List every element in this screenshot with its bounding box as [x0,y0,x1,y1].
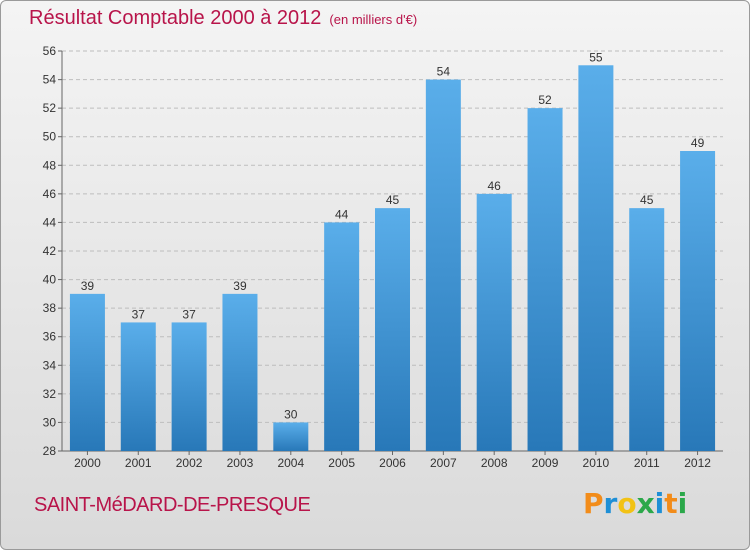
y-tick-label: 56 [43,44,57,58]
logo-letter: i [654,487,665,520]
data-label: 55 [589,50,603,64]
bar-2007 [425,79,461,452]
y-tick-label: 42 [43,244,57,258]
y-tick-label: 52 [43,101,57,115]
bar-2008 [476,193,512,451]
x-tick-label: 2004 [277,456,304,470]
y-tick-label: 38 [43,301,57,315]
x-tick-label: 2006 [379,456,406,470]
logo-letter: i [677,487,688,520]
data-label: 37 [182,307,196,321]
data-label: 39 [81,279,95,293]
data-label: 45 [386,193,400,207]
chart-subtitle: (en milliers d'€) [329,12,418,27]
bar-2000 [69,293,105,451]
proxiti-logo: Proxiti [583,487,687,520]
logo-letter: t [664,487,678,520]
logo-letter: o [617,487,637,520]
data-label: 54 [437,65,451,79]
bar-2005 [324,222,360,451]
x-tick-label: 2001 [125,456,152,470]
x-tick-label: 2007 [430,456,457,470]
y-tick-label: 40 [43,273,57,287]
data-label: 46 [488,179,502,193]
x-tick-label: 2005 [328,456,355,470]
data-label: 44 [335,207,349,221]
data-label: 39 [233,279,247,293]
data-label: 37 [132,307,146,321]
bar-2009 [527,108,563,452]
x-tick-label: 2009 [532,456,559,470]
y-tick-label: 50 [43,130,57,144]
bar-2004 [273,422,309,451]
y-tick-label: 48 [43,158,57,172]
y-tick-label: 32 [43,387,57,401]
y-tick-label: 46 [43,187,57,201]
y-tick-label: 30 [43,415,57,429]
commune-name: SAINT-MéDARD-DE-PRESQUE [34,494,311,516]
logo-letter: r [603,487,618,520]
data-label: 45 [640,193,654,207]
bar-2001 [120,322,156,451]
y-tick-label: 28 [43,444,57,458]
logo-letter: P [583,487,604,520]
x-tick-label: 2000 [74,456,101,470]
bar-2006 [375,208,410,451]
chart-title: Résultat Comptable 2000 à 2012 (en millie… [29,7,417,30]
bar-2010 [578,65,614,452]
y-tick-label: 34 [43,358,57,372]
x-tick-label: 2011 [634,456,660,470]
bar-2002 [171,322,207,451]
data-label: 30 [284,407,298,421]
bar-2012 [680,151,716,451]
chart-title-text: Résultat Comptable 2000 à 2012 [29,7,322,29]
x-tick-label: 2012 [684,456,711,470]
x-tick-label: 2002 [176,456,203,470]
y-tick-label: 44 [43,215,57,229]
bar-2003 [222,293,258,451]
logo-letter: x [636,487,655,520]
x-tick-label: 2008 [481,456,508,470]
data-labels: 39 37 37 39 30 44 45 54 46 52 55 45 49 [81,50,705,421]
y-tick-label: 36 [43,330,57,344]
y-tick-label: 54 [43,73,57,87]
data-label: 52 [538,93,552,107]
bars [69,65,716,452]
data-label: 49 [691,136,705,150]
bar-2011 [629,208,665,451]
x-tick-label: 2010 [583,456,610,470]
x-tick-label: 2003 [227,456,254,470]
